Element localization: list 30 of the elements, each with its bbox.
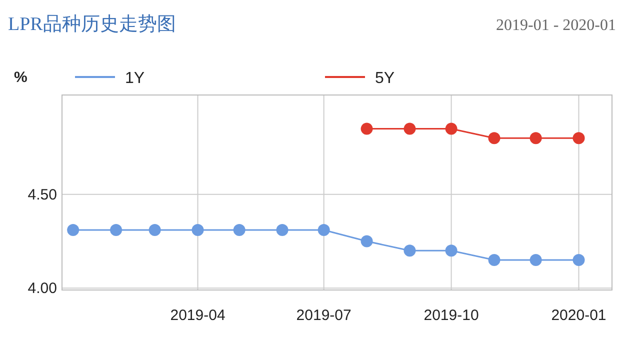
point bbox=[488, 254, 500, 266]
point bbox=[445, 122, 458, 135]
point bbox=[110, 224, 122, 236]
y-axis-title: % bbox=[14, 69, 28, 86]
point bbox=[488, 132, 500, 144]
point bbox=[276, 224, 288, 236]
point bbox=[530, 132, 542, 144]
chart-title: LPR品种历史走势图 bbox=[8, 14, 176, 35]
x-tick-label: 2020-01 bbox=[551, 307, 606, 324]
point bbox=[192, 224, 204, 236]
point bbox=[572, 132, 585, 144]
point bbox=[233, 224, 246, 236]
legend-label: 1Y bbox=[125, 70, 145, 87]
point bbox=[148, 224, 161, 236]
point bbox=[404, 122, 416, 135]
point bbox=[67, 224, 80, 236]
chart-subtitle: 2019-01 - 2020-01 bbox=[496, 17, 616, 34]
x-tick-label: 2019-04 bbox=[170, 307, 226, 324]
x-tick-label: 2019-07 bbox=[296, 307, 352, 324]
y-tick-label: 4.50 bbox=[28, 186, 57, 204]
point bbox=[404, 244, 416, 257]
point bbox=[360, 122, 373, 135]
point bbox=[360, 235, 373, 248]
point bbox=[530, 254, 542, 266]
y-tick-label: 4.00 bbox=[28, 280, 57, 298]
legend-label: 5Y bbox=[375, 70, 395, 87]
x-tick-label: 2019-10 bbox=[424, 307, 479, 324]
point bbox=[572, 254, 585, 266]
point bbox=[318, 224, 330, 236]
point bbox=[445, 244, 458, 257]
